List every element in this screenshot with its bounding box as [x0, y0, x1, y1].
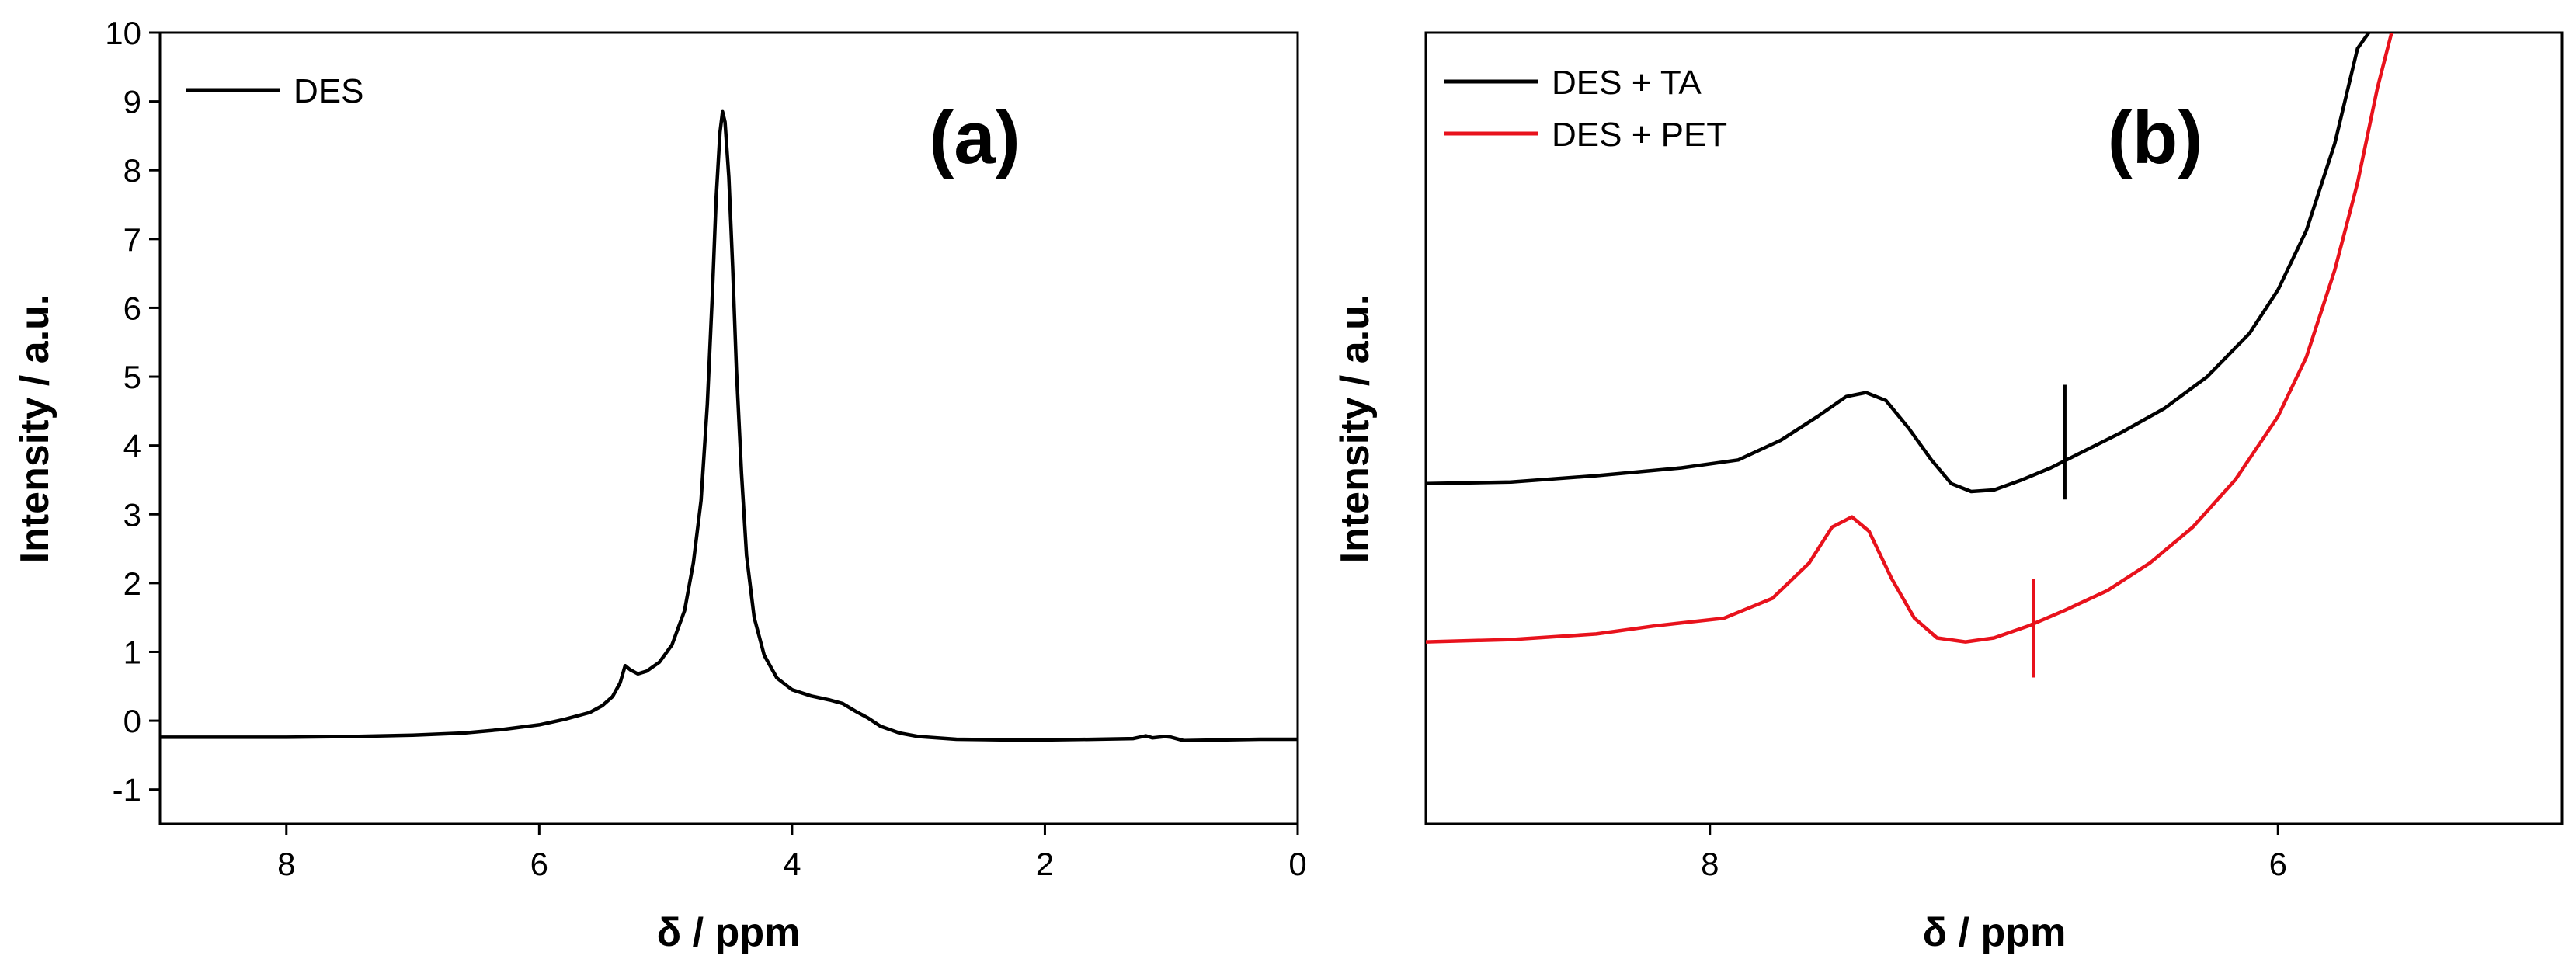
- panel-b-label: (b): [2108, 96, 2203, 179]
- panel-a-y-ticks: -1 0 1 2 3 4 5 6 7 8 9 10: [105, 15, 160, 808]
- panel-b-frame: [1424, 31, 2564, 825]
- panel-a-y-axis-title: Intensity / a.u.: [12, 294, 57, 564]
- panel-a-y-tick-label: 9: [123, 84, 141, 120]
- panel-a-y-tick-label: 10: [105, 15, 141, 51]
- panel-a-x-ticks: 8 6 4 2 0: [277, 824, 1307, 882]
- panel-b-x-axis-title: δ / ppm: [1923, 910, 2067, 955]
- panel-b-markers: [2032, 384, 2067, 678]
- panel-a-y-tick-label: 5: [123, 359, 141, 395]
- panel-a-x-tick-label: 8: [277, 846, 295, 882]
- series-line-des-ta: [1426, 33, 2371, 494]
- panel-a-legend: DES: [186, 72, 363, 110]
- legend-label-des: DES: [294, 72, 363, 110]
- panel-a-y-tick-label: 0: [123, 703, 141, 739]
- legend-label-des-pet: DES + PET: [1552, 116, 1727, 154]
- panel-a-series: [160, 109, 1298, 743]
- panel-a-x-tick-label: 2: [1036, 846, 1054, 882]
- series-line-des-pet: [1426, 33, 2393, 644]
- panel-a-y-tick-label: 3: [123, 496, 141, 533]
- panel-b-legend: DES + TA DES + PET: [1444, 64, 1727, 154]
- panel-b-series: [1426, 33, 2393, 644]
- series-line-des: [160, 109, 1298, 743]
- panel-a-x-tick-label: 4: [783, 846, 801, 882]
- panel-a-x-tick-label: 0: [1288, 846, 1306, 882]
- panel-b-x-tick-label: 8: [1701, 846, 1719, 882]
- panel-a-y-tick-label: 8: [123, 152, 141, 189]
- panel-a-y-tick-label: 7: [123, 221, 141, 258]
- panel-b-x-tick-label: 6: [2269, 846, 2287, 882]
- panel-a-frame: [158, 31, 1299, 825]
- panel-a-x-axis-title: δ / ppm: [657, 910, 801, 955]
- panel-a-x-tick-label: 6: [530, 846, 548, 882]
- panel-a-y-tick-label: -1: [113, 772, 141, 808]
- panel-a-y-tick-label: 1: [123, 634, 141, 670]
- panel-a-y-tick-label: 2: [123, 565, 141, 602]
- panel-a-y-tick-label: 6: [123, 290, 141, 326]
- panel-a-y-tick-label: 4: [123, 428, 141, 464]
- panel-b-y-axis-title: Intensity / a.u.: [1333, 294, 1378, 564]
- panel-a: -1 0 1 2 3 4 5 6 7 8 9 10 8 6 4 2 0 Intensity / a.u. δ …: [12, 15, 1307, 955]
- panel-a-label: (a): [929, 96, 1020, 179]
- legend-label-des-ta: DES + TA: [1552, 64, 1702, 102]
